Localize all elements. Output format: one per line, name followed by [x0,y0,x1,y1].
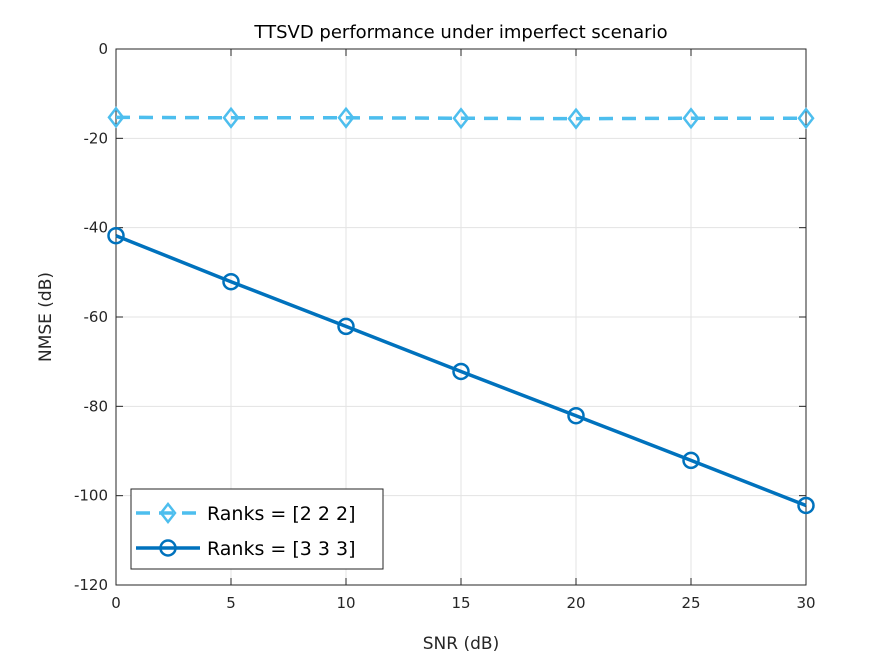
series-2 [107,226,815,515]
data-point [337,317,355,336]
data-point [682,107,700,130]
y-tick-label: -40 [84,219,109,237]
y-tick-label: 0 [98,40,108,58]
y-tick-label: -80 [84,397,109,415]
data-point [107,106,125,129]
data-point [222,106,240,129]
legend-item: Ranks = [3 3 3] [136,538,356,560]
series-line [115,115,806,121]
data-point [797,107,815,130]
y-tick-label: -120 [74,576,108,594]
x-tick-label: 20 [566,594,585,612]
x-tick-label: 30 [796,594,815,612]
y-tick-label: -20 [84,129,109,147]
series-1 [107,106,815,130]
x-tick-label: 0 [111,594,121,612]
data-point [452,107,470,130]
x-axis-label: SNR (dB) [423,634,499,654]
legend: Ranks = [2 2 2] Ranks = [3 3 3] [130,488,384,570]
legend-label: Ranks = [2 2 2] [207,503,356,525]
chart-title: TTSVD performance under imperfect scenar… [253,22,667,43]
legend-label: Ranks = [3 3 3] [207,538,356,560]
legend-marker [159,539,177,557]
data-point [797,496,815,515]
series-group [107,106,815,515]
data-point [222,272,240,291]
x-tick-label: 5 [226,594,236,612]
data-point [682,451,700,470]
x-tick-label: 15 [451,594,470,612]
data-point [337,106,355,129]
y-tick-label: -60 [84,308,109,326]
ticks: 0 5 10 15 20 25 30 0 -20 -40 -60 -80 -100 -120 [74,40,816,612]
x-tick-label: 25 [681,594,700,612]
legend-box [130,488,384,570]
legend-item: Ranks = [2 2 2] [136,501,356,525]
y-axis-label: NMSE (dB) [36,272,56,362]
data-point [107,226,125,245]
x-tick-label: 10 [336,594,355,612]
data-point [567,406,585,425]
data-point [567,107,585,130]
legend-marker [159,501,177,525]
series-line [115,234,807,508]
y-tick-label: -100 [74,487,108,505]
data-point [452,362,470,381]
